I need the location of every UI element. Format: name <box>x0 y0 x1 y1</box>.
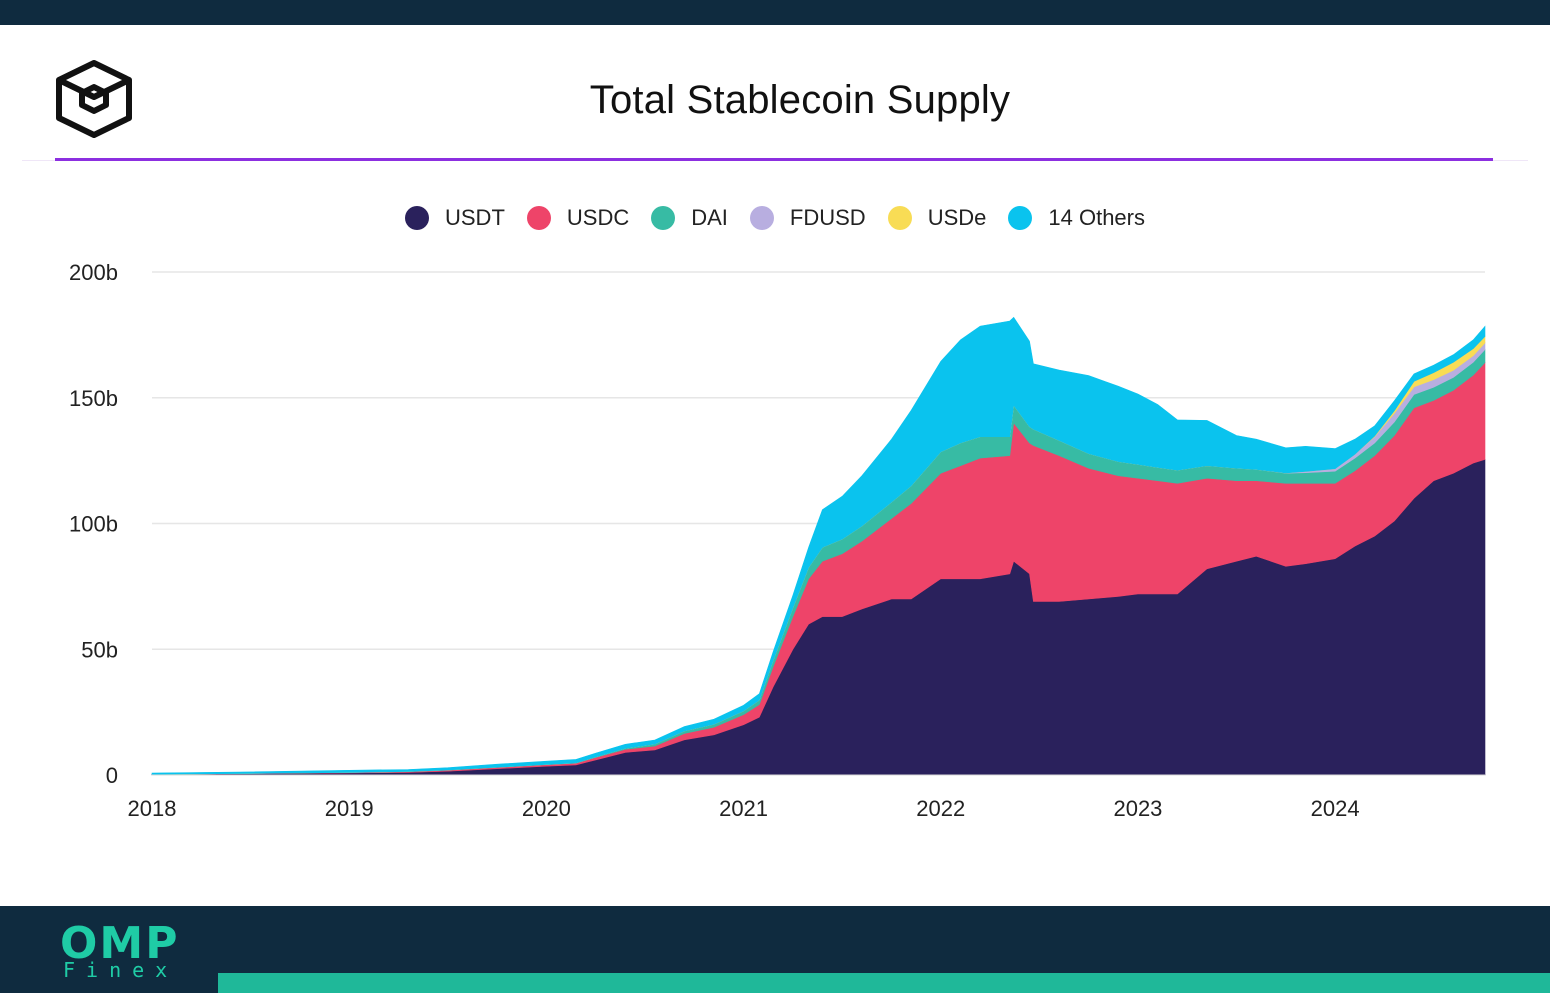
title-underline <box>55 158 1493 161</box>
legend-label: 14 Others <box>1048 205 1145 230</box>
legend-swatch <box>887 206 912 230</box>
y-tick-label: 150b <box>69 386 118 411</box>
legend-swatch <box>405 206 429 230</box>
brand-logo-finex: Finex <box>63 958 179 982</box>
legend-item-dai[interactable]: DAI <box>651 205 728 231</box>
legend-item-usdc[interactable]: USDC <box>526 205 630 231</box>
footer-accent-bar <box>218 973 1550 993</box>
x-tick-label: 2021 <box>719 796 768 821</box>
legend-swatch <box>651 206 676 230</box>
y-tick-label: 0 <box>106 763 118 788</box>
cube-logo-icon <box>56 60 132 138</box>
x-tick-label: 2019 <box>325 796 374 821</box>
y-tick-label: 50b <box>81 637 118 662</box>
chart-legend: USDT USDC DAI FDUSD USDe 14 Others <box>0 205 1550 231</box>
legend-label: USDC <box>566 205 630 230</box>
stacked-area-chart: 0 50b 100b 150b 200b 2018 2019 2020 2021 2022 2023… <box>69 260 1486 821</box>
legend-item-usde[interactable]: USDe <box>887 205 987 231</box>
area-series-14-others <box>151 316 1486 775</box>
legend-item-fdusd[interactable]: FDUSD <box>749 205 866 231</box>
x-tick-label: 2023 <box>1113 796 1162 821</box>
legend-item-14-others[interactable]: 14 Others <box>1008 205 1145 231</box>
legend-label: DAI <box>691 205 728 230</box>
chart-title: Total Stablecoin Supply <box>589 78 1011 122</box>
brand-logo-omp: OMP <box>60 918 180 969</box>
x-tick-label: 2024 <box>1311 796 1360 821</box>
legend-swatch <box>749 206 774 230</box>
legend-label: FDUSD <box>789 205 866 230</box>
legend-swatch <box>526 206 551 230</box>
x-tick-label: 2018 <box>128 796 177 821</box>
x-tick-label: 2022 <box>916 796 965 821</box>
y-tick-label: 200b <box>69 260 118 285</box>
legend-label: USDT <box>445 205 505 230</box>
legend-swatch <box>1008 206 1033 230</box>
top-bar <box>0 0 1550 25</box>
legend-item-usdt[interactable]: USDT <box>405 205 505 231</box>
y-tick-label: 100b <box>69 512 118 537</box>
legend-label: USDe <box>927 205 987 230</box>
x-tick-label: 2020 <box>522 796 571 821</box>
